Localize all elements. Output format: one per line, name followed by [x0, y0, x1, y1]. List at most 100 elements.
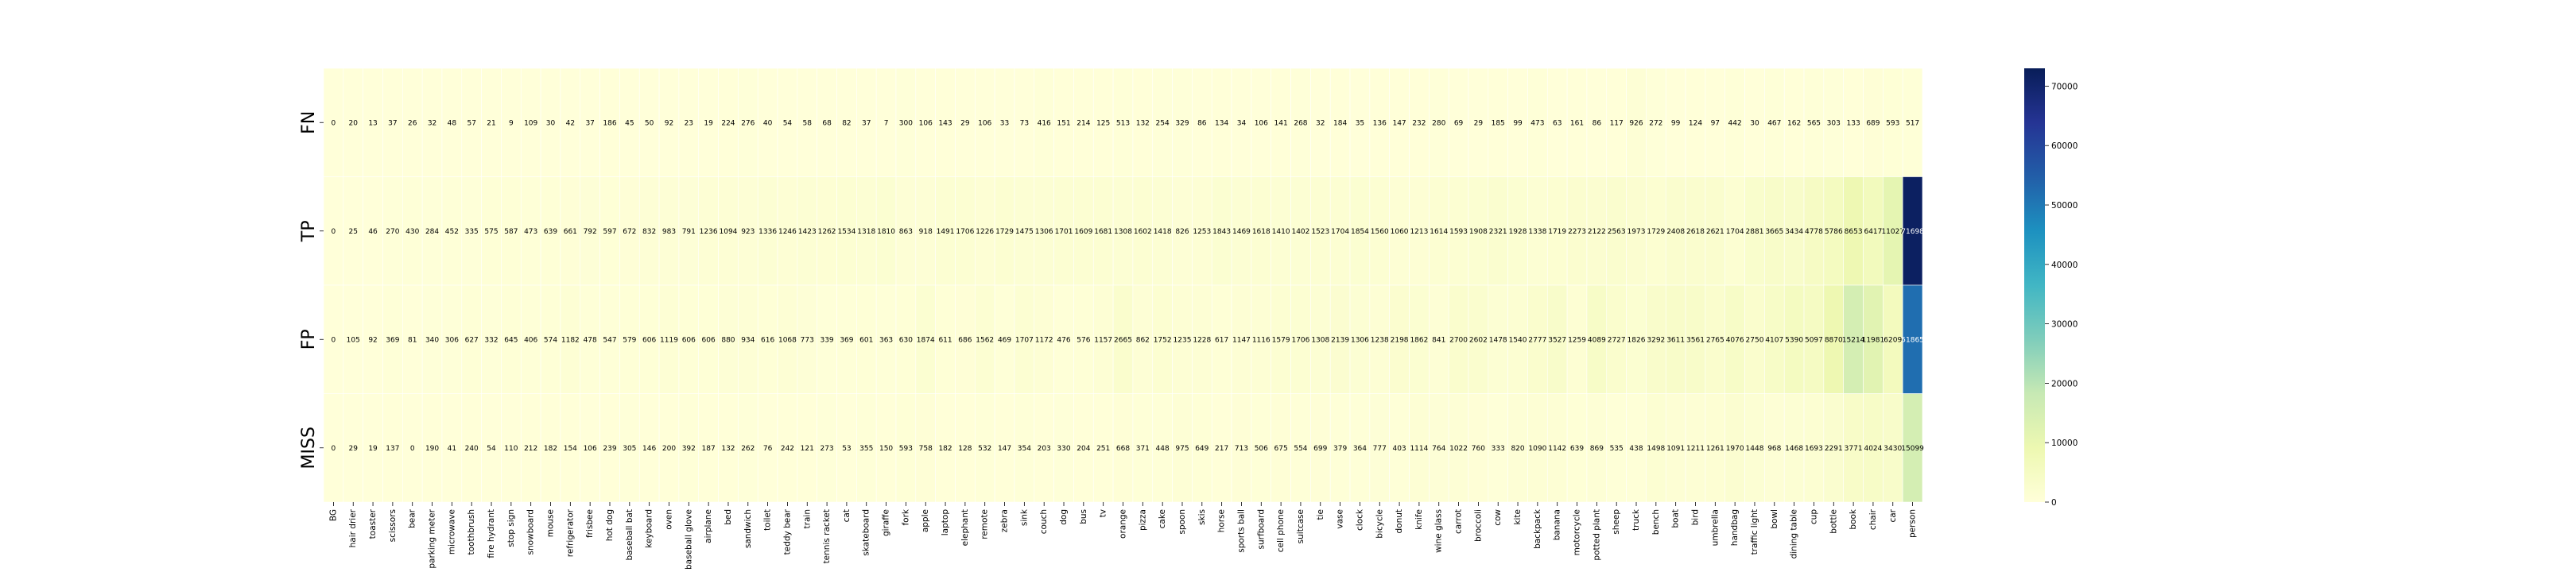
cell-value-label: 5097 — [1805, 336, 1823, 344]
heatmap-cell — [678, 176, 700, 286]
cell-value-label: 161 — [1570, 119, 1584, 127]
x-tick-label: snowboard — [526, 509, 536, 555]
cell-value-label: 86 — [1197, 119, 1207, 127]
cell-value-label: 2750 — [1746, 336, 1764, 344]
x-tick-label: surfboard — [1256, 509, 1266, 549]
heatmap-cell — [1566, 176, 1588, 286]
cell-value-label: 1704 — [1726, 228, 1744, 236]
heatmap-cell — [1626, 176, 1647, 286]
heatmap-cell — [1764, 176, 1785, 286]
cell-value-label: 2765 — [1706, 336, 1724, 344]
cell-value-label: 125 — [1096, 119, 1110, 127]
heatmap-cell — [974, 284, 995, 394]
cell-value-label: 668 — [1116, 445, 1130, 453]
cell-value-label: 0 — [332, 228, 336, 236]
cell-value-label: 1228 — [1193, 336, 1211, 344]
cell-value-label: 11027 — [1881, 228, 1904, 236]
heatmap-cell — [1092, 176, 1114, 286]
cell-value-label: 1119 — [660, 336, 678, 344]
heatmap-cell — [1112, 393, 1134, 503]
heatmap-cell — [777, 176, 798, 286]
heatmap-cell — [817, 284, 837, 394]
cell-value-label: 934 — [741, 336, 755, 344]
cell-value-label: 547 — [603, 336, 616, 344]
cell-value-label: 2602 — [1469, 336, 1488, 344]
cell-value-label: 478 — [584, 336, 597, 344]
cell-value-label: 1142 — [1548, 445, 1566, 453]
heatmap-cell — [520, 176, 541, 286]
cell-value-label: 639 — [544, 228, 557, 236]
cell-value-label: 363 — [879, 336, 893, 344]
heatmap-cell — [1527, 176, 1548, 286]
x-tick-label: chair — [1868, 508, 1878, 530]
x-tick-label: microwave — [447, 509, 456, 555]
cell-value-label: 332 — [484, 336, 498, 344]
heatmap-cell — [619, 68, 640, 177]
cell-value-label: 1338 — [1528, 228, 1546, 236]
cell-value-label: 305 — [623, 445, 636, 453]
heatmap-cell — [461, 176, 482, 286]
cell-value-label: 25 — [349, 228, 358, 236]
x-tick-label: car — [1888, 508, 1898, 522]
heatmap-cell — [1448, 284, 1469, 394]
heatmap-cell — [1409, 68, 1430, 177]
heatmap-cell — [619, 176, 640, 286]
cell-value-label: 46 — [368, 228, 378, 236]
heatmap-cell — [343, 68, 363, 177]
heatmap-cell — [1764, 68, 1785, 177]
cell-value-label: 2727 — [1608, 336, 1626, 344]
cell-value-label: 182 — [544, 445, 557, 453]
cell-value-label: 262 — [741, 445, 755, 453]
cell-value-label: 1211 — [1686, 445, 1705, 453]
heatmap-cell — [718, 176, 739, 286]
cell-value-label: 1246 — [778, 228, 797, 236]
cell-value-label: 2408 — [1666, 228, 1685, 236]
x-tick-label: vase — [1336, 509, 1345, 529]
heatmap-cell — [678, 284, 700, 394]
heatmap-cell — [1744, 284, 1765, 394]
heatmap-cell — [421, 176, 443, 286]
heatmap-cell — [1566, 68, 1588, 177]
cell-value-label: 1534 — [837, 228, 855, 236]
heatmap-cell — [1724, 68, 1745, 177]
x-tick-label: bed — [724, 509, 733, 525]
cell-value-label: 630 — [899, 336, 913, 344]
cell-value-label: 136 — [1373, 119, 1387, 127]
cell-value-label: 150 — [879, 445, 893, 453]
cell-value-label: 106 — [919, 119, 933, 127]
heatmap-cell — [638, 68, 660, 177]
cell-value-label: 272 — [1649, 119, 1662, 127]
cell-value-label: 1469 — [1232, 228, 1251, 236]
heatmap-cell — [1349, 68, 1371, 177]
cell-value-label: 606 — [702, 336, 716, 344]
cell-value-label: 92 — [665, 119, 673, 127]
cell-value-label: 224 — [721, 119, 735, 127]
heatmap-cell — [1685, 68, 1706, 177]
heatmap-cell — [1231, 284, 1252, 394]
heatmap-cell — [1488, 393, 1508, 503]
heatmap-cell — [994, 176, 1015, 286]
cell-value-label: 587 — [504, 228, 518, 236]
heatmap-cell — [461, 393, 482, 503]
cell-value-label: 339 — [820, 336, 833, 344]
x-tick-label: handbag — [1730, 509, 1740, 546]
x-tick-label: hot dog — [605, 509, 615, 541]
heatmap-cell — [1172, 284, 1193, 394]
cell-value-label: 333 — [1492, 445, 1505, 453]
heatmap-cell — [382, 393, 403, 503]
heatmap-cell — [1468, 393, 1489, 503]
cell-value-label: 162 — [1787, 119, 1801, 127]
cell-value-label: 1318 — [857, 228, 875, 236]
heatmap-cell — [1803, 393, 1825, 503]
cell-value-label: 2273 — [1568, 228, 1586, 236]
cell-value-label: 448 — [1156, 445, 1170, 453]
cell-value-label: 1593 — [1449, 228, 1468, 236]
x-tick-label: remote — [980, 509, 990, 539]
cell-value-label: 3665 — [1765, 228, 1783, 236]
x-tick-label: orange — [1119, 509, 1128, 539]
cell-value-label: 565 — [1807, 119, 1821, 127]
heatmap-cell — [875, 393, 897, 503]
cell-value-label: 20 — [349, 119, 359, 127]
cell-value-label: 364 — [1353, 445, 1367, 453]
cell-value-label: 34 — [1237, 119, 1247, 127]
